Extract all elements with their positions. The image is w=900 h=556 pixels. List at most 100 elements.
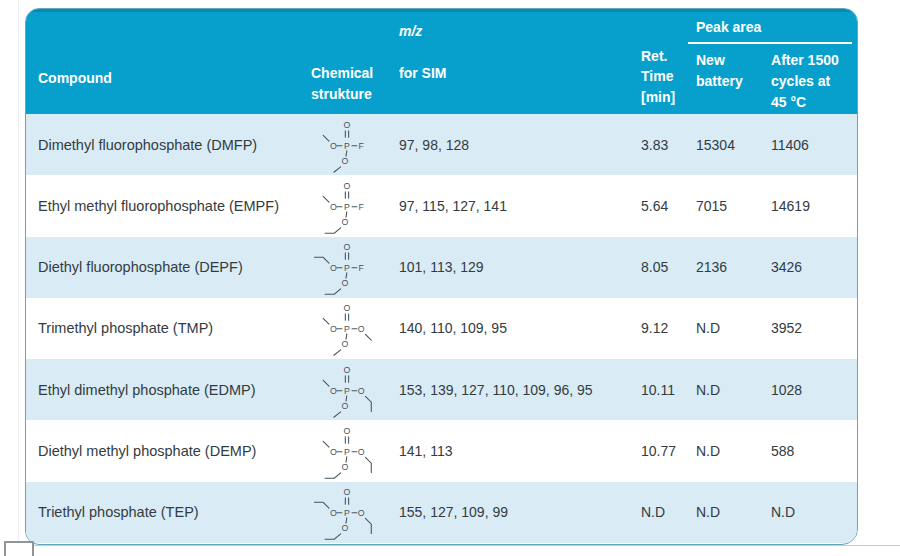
table-row: Trimethyl phosphate (TMP)OOPOO140, 110, … xyxy=(26,298,857,359)
mz-label-rest: for SIM xyxy=(399,63,446,84)
ret-time-value: N.D xyxy=(641,504,696,520)
svg-text:O: O xyxy=(342,279,349,289)
new-battery-value: N.D xyxy=(696,504,771,520)
table-row: Ethyl methyl fluorophosphate (EMPF)OOPFO… xyxy=(26,175,857,236)
svg-text:F: F xyxy=(358,141,363,151)
peak-area-group-header: Peak area New battery After 1500 cycles … xyxy=(688,17,852,113)
mz-values: 141, 113 xyxy=(399,443,641,459)
compound-name: Diethyl fluorophosphate (DEPF) xyxy=(26,259,311,275)
peak-area-label: Peak area xyxy=(688,17,852,44)
svg-text:O: O xyxy=(342,524,349,534)
table-row: Ethyl dimethyl phosphate (EDMP)OOPOO153,… xyxy=(26,359,857,420)
structure-svg: OOPOO xyxy=(311,299,381,357)
table-row: Triethyl phosphate (TEP)OOPOO155, 127, 1… xyxy=(26,482,857,543)
compound-name: Dimethyl fluorophosphate (DMFP) xyxy=(26,137,311,153)
svg-text:O: O xyxy=(342,340,349,350)
compound-name: Ethyl methyl fluorophosphate (EMPF) xyxy=(26,198,311,214)
svg-text:O: O xyxy=(344,365,351,375)
ret-time-value: 3.83 xyxy=(641,137,696,153)
chemical-structure-column-header: Chemical strukture xyxy=(311,63,373,105)
svg-text:F: F xyxy=(358,202,363,212)
mz-values: 97, 115, 127, 141 xyxy=(399,198,641,214)
svg-text:O: O xyxy=(358,447,365,457)
svg-text:O: O xyxy=(330,141,337,151)
structure-svg: OOPOO xyxy=(311,483,381,541)
table-row: Diethyl methyl phosphate (DEMP)OOPOO141,… xyxy=(26,420,857,481)
mz-label-italic: m/z xyxy=(399,21,446,42)
ret-time-value: 8.05 xyxy=(641,259,696,275)
page-left-edge-line xyxy=(18,0,19,546)
compound-name: Trimethyl phosphate (TMP) xyxy=(26,320,311,336)
svg-text:O: O xyxy=(342,462,349,472)
svg-text:O: O xyxy=(342,401,349,411)
svg-text:P: P xyxy=(344,508,350,518)
table-row: Diethyl fluorophosphate (DEPF)OOPFO 101, … xyxy=(26,237,857,298)
mz-values: 97, 98, 128 xyxy=(399,137,641,153)
svg-text:O: O xyxy=(330,508,337,518)
table-header: Compound Chemical strukture m/z for SIM … xyxy=(26,9,857,114)
chemical-structure-drawing: OOPFO xyxy=(311,177,399,235)
svg-text:O: O xyxy=(342,156,349,166)
compound-name: Ethyl dimethyl phosphate (EDMP) xyxy=(26,382,311,398)
table-row: Dimethyl fluorophosphate (DMFP)OOPFO97, … xyxy=(26,114,857,175)
svg-text:P: P xyxy=(344,202,350,212)
svg-text:O: O xyxy=(358,324,365,334)
ret-time-column-header: Ret. Time [min] xyxy=(641,46,675,107)
chemical-structure-drawing: OOPOO xyxy=(311,361,399,419)
svg-text:O: O xyxy=(344,120,351,130)
page: Compound Chemical strukture m/z for SIM … xyxy=(0,0,900,556)
svg-text:O: O xyxy=(342,217,349,227)
structure-svg: OOPOO xyxy=(311,361,381,419)
after-cycles-value: 588 xyxy=(771,443,858,459)
ret-time-value: 9.12 xyxy=(641,320,696,336)
new-battery-value: N.D xyxy=(696,443,771,459)
chemical-structure-drawing: OOPFO xyxy=(311,238,399,296)
svg-text:P: P xyxy=(344,447,350,457)
svg-text:P: P xyxy=(344,386,350,396)
svg-text:F: F xyxy=(358,263,363,273)
svg-text:O: O xyxy=(344,427,351,437)
chemical-structure-drawing: OOPOO xyxy=(311,422,399,480)
mz-values: 101, 113, 129 xyxy=(399,259,641,275)
after-cycles-value: N.D xyxy=(771,504,858,520)
after-cycles-value: 1028 xyxy=(771,382,858,398)
svg-text:O: O xyxy=(358,386,365,396)
svg-text:O: O xyxy=(330,324,337,334)
page-corner-handle[interactable] xyxy=(4,541,34,556)
mz-values: 155, 127, 109, 99 xyxy=(399,504,641,520)
after-cycles-value: 3426 xyxy=(771,259,858,275)
compound-name: Diethyl methyl phosphate (DEMP) xyxy=(26,443,311,459)
after-cycles-value: 11406 xyxy=(771,137,858,153)
svg-text:O: O xyxy=(344,488,351,498)
table-body: Dimethyl fluorophosphate (DMFP)OOPFO97, … xyxy=(26,114,857,543)
mz-values: 140, 110, 109, 95 xyxy=(399,320,641,336)
svg-text:O: O xyxy=(344,304,351,314)
compound-analysis-table: Compound Chemical strukture m/z for SIM … xyxy=(25,8,858,545)
structure-svg: OOPFO xyxy=(311,116,381,174)
chemical-structure-drawing: OOPFO xyxy=(311,116,399,174)
compound-column-header: Compound xyxy=(38,68,112,89)
structure-svg: OOPFO xyxy=(311,177,381,235)
mz-for-sim-column-header: m/z for SIM xyxy=(399,8,446,105)
ret-time-value: 10.11 xyxy=(641,382,696,398)
svg-text:O: O xyxy=(344,181,351,191)
new-battery-value: N.D xyxy=(696,382,771,398)
page-bottom-line xyxy=(30,545,900,546)
peak-area-subheaders: New battery After 1500 cycles at 45 °C xyxy=(688,50,852,113)
ret-time-value: 10.77 xyxy=(641,443,696,459)
svg-text:O: O xyxy=(358,508,365,518)
svg-text:O: O xyxy=(344,243,351,253)
ret-time-value: 5.64 xyxy=(641,198,696,214)
after-cycles-value: 14619 xyxy=(771,198,858,214)
svg-text:O: O xyxy=(330,263,337,273)
svg-text:P: P xyxy=(344,141,350,151)
new-battery-value: N.D xyxy=(696,320,771,336)
svg-text:O: O xyxy=(330,447,337,457)
structure-svg: OOPOO xyxy=(311,422,381,480)
new-battery-value: 15304 xyxy=(696,137,771,153)
svg-text:P: P xyxy=(344,324,350,334)
chemical-structure-drawing: OOPOO xyxy=(311,299,399,357)
svg-text:O: O xyxy=(330,386,337,396)
svg-text:O: O xyxy=(330,202,337,212)
structure-svg: OOPFO xyxy=(311,238,381,296)
